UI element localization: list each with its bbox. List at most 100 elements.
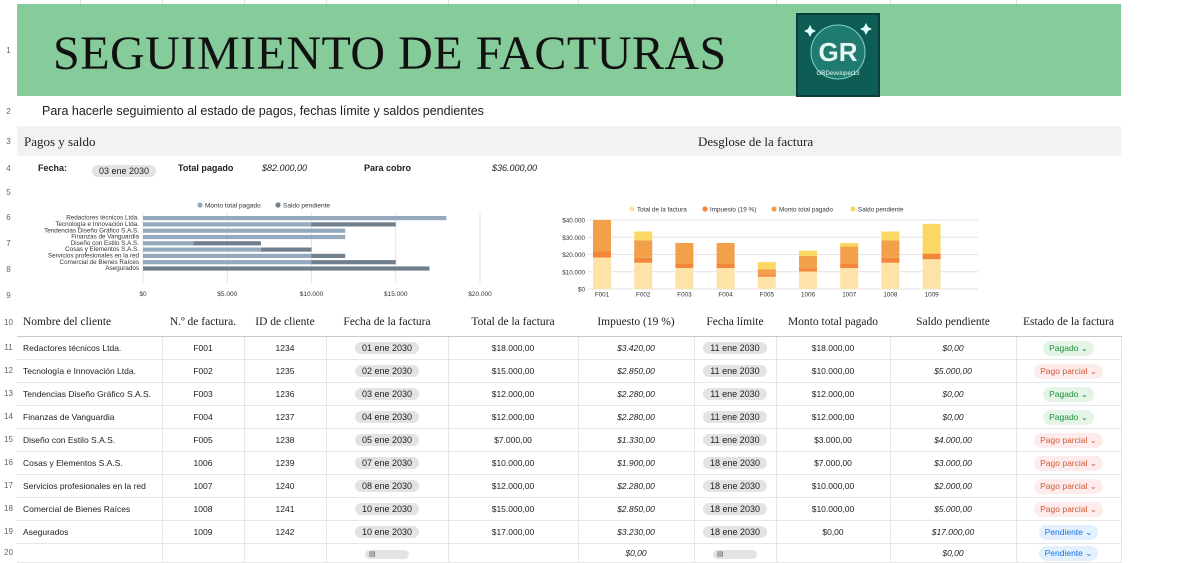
bar-pending[interactable] — [193, 241, 261, 246]
table-cell[interactable]: $12.000,00 — [776, 405, 891, 429]
row-number[interactable]: 1 — [6, 45, 11, 55]
column-header[interactable]: Nombre del cliente — [17, 308, 162, 337]
bar-segment[interactable] — [881, 262, 900, 289]
bar-paid[interactable] — [143, 247, 261, 252]
bar-paid[interactable] — [143, 260, 312, 265]
date-chip[interactable]: 07 ene 2030 — [354, 457, 420, 469]
column-header[interactable]: Total de la factura — [448, 308, 578, 337]
table-cell[interactable]: Comercial de Bienes Raíces — [17, 497, 163, 521]
date-chip[interactable]: 02 ene 2030 — [354, 365, 420, 377]
table-cell[interactable]: $17.000,00 — [890, 520, 1017, 544]
bar-segment[interactable] — [799, 255, 817, 269]
date-chip[interactable]: 18 ene 2030 — [702, 526, 768, 538]
table-cell[interactable]: ▤ — [694, 543, 777, 563]
due-date-cell[interactable]: 11 ene 2030 — [694, 405, 777, 429]
bar-segment[interactable] — [757, 262, 776, 270]
table-cell[interactable] — [162, 543, 245, 563]
table-cell[interactable]: $0,00 — [890, 543, 1017, 563]
table-cell[interactable]: $10.000,00 — [776, 474, 891, 498]
table-cell[interactable]: $2.280,00 — [578, 382, 695, 406]
date-chip[interactable]: 11 ene 2030 — [703, 388, 767, 400]
date-chip[interactable]: 05 ene 2030 — [354, 434, 420, 446]
bar-segment[interactable] — [757, 269, 776, 275]
status-dropdown[interactable]: Pago parcial ⌄ — [1034, 432, 1103, 448]
invoice-date-cell[interactable]: 02 ene 2030 — [326, 359, 449, 383]
status-dropdown[interactable]: Pago parcial ⌄ — [1034, 455, 1103, 471]
bar-segment[interactable] — [922, 223, 941, 254]
status-cell[interactable]: Pendiente ⌄ — [1016, 520, 1122, 544]
table-cell[interactable]: $4.000,00 — [890, 428, 1017, 452]
bar-paid[interactable] — [143, 241, 194, 246]
table-cell[interactable] — [244, 543, 327, 563]
table-cell[interactable]: Diseño con Estilo S.A.S. — [17, 428, 163, 452]
status-dropdown[interactable]: Pago parcial ⌄ — [1034, 478, 1103, 494]
table-cell[interactable]: 1007 — [162, 474, 245, 498]
status-cell[interactable]: Pago parcial ⌄ — [1016, 359, 1122, 383]
bar-segment[interactable] — [593, 251, 611, 258]
table-cell[interactable]: $0,00 — [890, 336, 1017, 360]
table-cell[interactable]: 1009 — [162, 520, 245, 544]
bar-pending[interactable] — [311, 260, 396, 265]
status-dropdown[interactable]: Pago parcial ⌄ — [1034, 501, 1103, 517]
table-cell[interactable]: $12.000,00 — [776, 382, 891, 406]
bar-segment[interactable] — [840, 246, 859, 265]
table-cell[interactable]: $7.000,00 — [776, 451, 891, 475]
row-number[interactable]: 7 — [6, 238, 11, 248]
invoice-date-cell[interactable]: 04 ene 2030 — [326, 405, 449, 429]
bar-paid[interactable] — [143, 222, 312, 227]
table-cell[interactable]: 1240 — [244, 474, 327, 498]
table-cell[interactable]: $10.000,00 — [448, 451, 579, 475]
date-chip[interactable]: 03 ene 2030 — [354, 388, 420, 400]
invoice-date-cell[interactable]: 08 ene 2030 — [326, 474, 449, 498]
column-header[interactable]: ID de cliente — [244, 308, 326, 337]
status-cell[interactable]: Pago parcial ⌄ — [1016, 451, 1122, 475]
row-number[interactable]: 17 — [4, 481, 13, 490]
status-cell[interactable]: Pago parcial ⌄ — [1016, 497, 1122, 521]
fecha-value[interactable]: 03 ene 2030 — [92, 161, 157, 179]
table-cell[interactable]: ▤ — [326, 543, 449, 563]
date-chip[interactable]: 18 ene 2030 — [702, 503, 768, 515]
table-cell[interactable]: $1.900,00 — [578, 451, 695, 475]
bar-segment[interactable] — [593, 257, 611, 289]
date-chip[interactable]: 04 ene 2030 — [354, 411, 420, 423]
status-dropdown[interactable]: Pendiente ⌄ — [1038, 524, 1099, 540]
table-cell[interactable]: 1235 — [244, 359, 327, 383]
status-cell[interactable]: Pagado ⌄ — [1016, 382, 1122, 406]
column-header[interactable]: Fecha límite — [694, 308, 776, 337]
invoice-date-cell[interactable]: 07 ene 2030 — [326, 451, 449, 475]
table-cell[interactable]: $12.000,00 — [448, 382, 579, 406]
due-date-cell[interactable]: 18 ene 2030 — [694, 497, 777, 521]
table-cell[interactable]: 1237 — [244, 405, 327, 429]
table-cell[interactable]: $2.280,00 — [578, 405, 695, 429]
row-number[interactable]: 4 — [6, 163, 11, 173]
row-number[interactable]: 2 — [6, 106, 11, 116]
table-cell[interactable]: $18.000,00 — [448, 336, 579, 360]
bar-segment[interactable] — [840, 264, 859, 268]
column-header[interactable]: Impuesto (19 %) — [578, 308, 694, 337]
due-date-cell[interactable]: 11 ene 2030 — [694, 359, 777, 383]
bar-segment[interactable] — [757, 274, 776, 277]
table-cell[interactable]: F005 — [162, 428, 245, 452]
date-chip[interactable]: 18 ene 2030 — [702, 457, 768, 469]
date-chip[interactable]: 18 ene 2030 — [702, 480, 768, 492]
due-date-cell[interactable]: 18 ene 2030 — [694, 520, 777, 544]
bar-segment[interactable] — [799, 271, 817, 289]
table-cell[interactable]: $0,00 — [578, 543, 695, 563]
invoice-date-cell[interactable]: 10 ene 2030 — [326, 497, 449, 521]
table-cell[interactable]: $0,00 — [890, 382, 1017, 406]
column-header[interactable]: Monto total pagado — [776, 308, 890, 337]
bar-paid[interactable] — [143, 216, 447, 221]
date-chip[interactable]: 10 ene 2030 — [354, 503, 420, 515]
table-cell[interactable]: 1238 — [244, 428, 327, 452]
table-cell[interactable]: $3.000,00 — [776, 428, 891, 452]
bar-segment[interactable] — [922, 253, 941, 260]
bar-segment[interactable] — [634, 240, 653, 258]
table-cell[interactable]: 1242 — [244, 520, 327, 544]
table-cell[interactable]: Servicios profesionales en la red — [17, 474, 163, 498]
bar-segment[interactable] — [922, 259, 941, 289]
row-number[interactable]: 10 — [4, 317, 13, 327]
row-number[interactable]: 14 — [4, 412, 13, 421]
table-cell[interactable]: $12.000,00 — [448, 474, 579, 498]
table-cell[interactable] — [448, 543, 579, 563]
table-cell[interactable]: $3.420,00 — [578, 336, 695, 360]
